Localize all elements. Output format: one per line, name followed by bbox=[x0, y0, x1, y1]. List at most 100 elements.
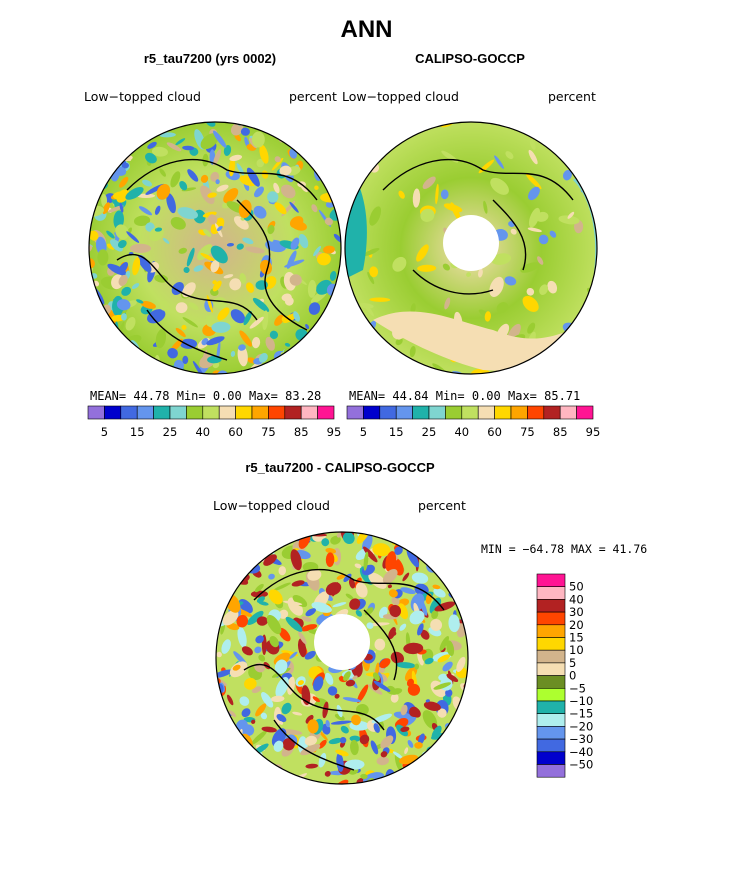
field-patch bbox=[300, 624, 318, 632]
left-colorbar-swatch bbox=[235, 405, 253, 420]
field-patch bbox=[541, 357, 549, 367]
field-patch bbox=[425, 699, 430, 703]
field-patch bbox=[417, 264, 437, 272]
field-patch bbox=[374, 638, 386, 651]
field-patch bbox=[298, 631, 307, 645]
field-patch bbox=[112, 122, 130, 130]
field-patch bbox=[318, 739, 327, 749]
field-patch bbox=[105, 131, 123, 142]
field-patch bbox=[249, 775, 258, 784]
field-patch bbox=[343, 671, 351, 681]
field-patch bbox=[89, 339, 94, 353]
field-patch bbox=[252, 297, 270, 312]
right-colorbar-tick-label: 95 bbox=[586, 425, 601, 439]
field-patch bbox=[216, 736, 219, 743]
field-patch bbox=[325, 122, 336, 124]
diff-colorbar-swatch bbox=[536, 688, 566, 702]
field-patch bbox=[202, 349, 208, 366]
field-patch bbox=[350, 351, 361, 360]
diff-colorbar-swatch bbox=[536, 764, 566, 778]
figure-title: ANN bbox=[340, 16, 393, 43]
field-patch bbox=[216, 694, 221, 704]
field-patch bbox=[89, 308, 96, 319]
field-patch bbox=[484, 311, 491, 322]
field-patch bbox=[336, 752, 344, 772]
field-patch bbox=[160, 300, 168, 311]
field-patch bbox=[449, 535, 463, 548]
field-patch bbox=[261, 692, 274, 708]
field-patch bbox=[281, 532, 290, 536]
field-patch bbox=[222, 610, 239, 626]
field-patch bbox=[260, 712, 268, 720]
field-patch bbox=[323, 245, 335, 254]
field-patch bbox=[262, 310, 269, 331]
field-patch bbox=[478, 268, 483, 278]
field-patch bbox=[101, 122, 115, 132]
field-patch bbox=[290, 549, 302, 571]
field-patch bbox=[394, 546, 403, 555]
field-patch bbox=[89, 168, 99, 181]
field-patch bbox=[258, 654, 266, 662]
field-patch bbox=[89, 318, 92, 326]
left-colorbar-swatch bbox=[218, 405, 236, 420]
field-patch bbox=[424, 657, 434, 665]
field-patch bbox=[282, 738, 295, 751]
field-patch bbox=[121, 313, 127, 321]
field-patch bbox=[89, 196, 96, 205]
field-patch bbox=[251, 719, 256, 724]
field-patch bbox=[407, 683, 421, 696]
field-patch bbox=[366, 357, 382, 365]
left-stats: MEAN= 44.78 Min= 0.00 Max= 83.28 bbox=[90, 389, 321, 403]
field-patch bbox=[256, 159, 265, 168]
field-patch bbox=[212, 280, 222, 292]
left-variable-label: Low−topped cloud bbox=[84, 89, 201, 104]
field-patch bbox=[311, 144, 324, 150]
field-patch bbox=[316, 252, 331, 266]
field-patch bbox=[256, 616, 268, 626]
field-patch bbox=[226, 694, 234, 706]
field-patch bbox=[379, 130, 389, 142]
field-patch bbox=[406, 542, 413, 550]
left-colorbar-swatch bbox=[87, 405, 105, 420]
field-patch bbox=[312, 676, 324, 692]
field-patch bbox=[436, 773, 444, 782]
field-patch bbox=[278, 609, 289, 619]
field-patch bbox=[230, 122, 244, 136]
right-colorbar-tick-label: 85 bbox=[553, 425, 568, 439]
field-patch bbox=[204, 315, 215, 325]
field-patch bbox=[323, 318, 332, 337]
field-patch bbox=[393, 711, 412, 720]
field-patch bbox=[416, 244, 429, 262]
field-patch bbox=[229, 278, 242, 291]
field-patch bbox=[520, 262, 540, 273]
left-colorbar-swatch bbox=[136, 405, 154, 420]
field-patch bbox=[232, 664, 241, 671]
field-patch bbox=[237, 626, 247, 648]
field-patch bbox=[285, 616, 303, 632]
field-patch bbox=[355, 609, 362, 617]
field-patch bbox=[300, 344, 312, 357]
field-patch bbox=[162, 237, 170, 244]
field-patch bbox=[105, 133, 112, 142]
field-patch bbox=[270, 695, 285, 702]
field-patch bbox=[126, 231, 140, 243]
field-patch bbox=[116, 299, 131, 311]
field-patch bbox=[528, 149, 538, 165]
field-patch bbox=[349, 598, 361, 610]
field-patch bbox=[438, 771, 454, 784]
field-patch bbox=[89, 316, 98, 327]
field-patch bbox=[89, 367, 96, 374]
field-patch bbox=[508, 122, 514, 127]
field-patch bbox=[456, 546, 468, 561]
field-patch bbox=[312, 696, 320, 703]
field-patch bbox=[494, 155, 504, 169]
field-patch bbox=[241, 708, 251, 718]
field-patch bbox=[431, 610, 439, 619]
field-patch bbox=[376, 756, 389, 766]
diff-colorbar-swatch bbox=[536, 662, 566, 676]
diff-colorbar-swatch bbox=[536, 649, 566, 664]
field-patch bbox=[359, 734, 370, 745]
left-colorbar-swatch bbox=[186, 405, 204, 420]
field-patch bbox=[257, 540, 278, 548]
field-patch bbox=[239, 696, 250, 706]
